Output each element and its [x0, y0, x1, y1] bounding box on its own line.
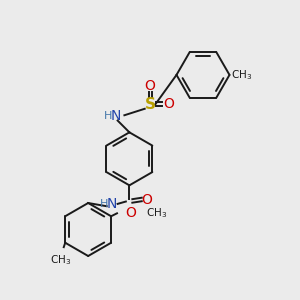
Text: H: H: [104, 111, 113, 122]
Text: CH$_3$: CH$_3$: [50, 253, 71, 267]
Text: N: N: [111, 110, 121, 123]
Text: CH$_3$: CH$_3$: [231, 68, 252, 82]
Text: O: O: [125, 206, 136, 220]
Text: H: H: [100, 199, 108, 209]
Text: N: N: [107, 197, 117, 211]
Text: O: O: [163, 98, 174, 111]
Text: S: S: [145, 97, 155, 112]
Text: O: O: [145, 79, 155, 93]
Text: O: O: [142, 193, 152, 207]
Text: CH$_3$: CH$_3$: [146, 206, 167, 220]
